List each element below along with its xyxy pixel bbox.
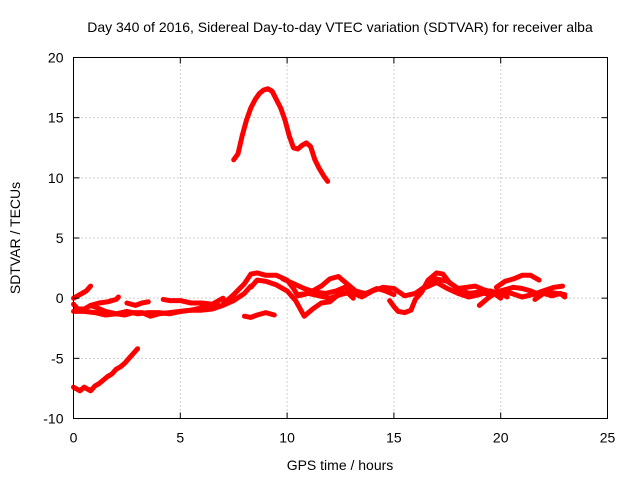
x-tick-label: 25 xyxy=(600,430,616,446)
series-arc-6 xyxy=(160,296,222,308)
y-tick-label: 20 xyxy=(48,50,64,66)
x-tick-label: 10 xyxy=(279,430,295,446)
y-tick-label: 5 xyxy=(56,230,64,246)
series-arc-4 xyxy=(88,294,121,308)
series-arc-7 xyxy=(71,346,141,394)
x-tick-label: 15 xyxy=(386,430,402,446)
series-arc-17 xyxy=(476,284,568,308)
series-group xyxy=(71,86,568,394)
series-arc-18 xyxy=(532,290,568,302)
x-axis-label: GPS time / hours xyxy=(287,457,394,473)
series-arc-9 xyxy=(220,270,367,307)
series-arc-14 xyxy=(387,270,504,316)
grid xyxy=(73,57,608,419)
x-tick-label: 5 xyxy=(176,430,184,446)
y-axis-label: SDTVAR / TECUs xyxy=(7,182,23,294)
y-tick-label: 10 xyxy=(48,170,64,186)
series-arc-1 xyxy=(71,283,94,301)
chart-title: Day 340 of 2016, Sidereal Day-to-day VTE… xyxy=(87,19,593,35)
y-tick-label: 0 xyxy=(56,290,64,306)
y-tick-label: -10 xyxy=(43,411,63,427)
series-arc-11 xyxy=(241,310,277,320)
series-arc-8 xyxy=(231,86,331,184)
x-tick-label: 20 xyxy=(493,430,509,446)
y-tick-label: -5 xyxy=(51,350,64,366)
y-tick-label: 15 xyxy=(48,110,64,126)
axis-ticks: 0 5 10 15 20 25 -10 -5 0 5 10 15 20 xyxy=(43,50,615,446)
x-tick-label: 0 xyxy=(70,430,78,446)
series-arc-16 xyxy=(493,272,542,290)
series-arc-5 xyxy=(124,299,151,308)
